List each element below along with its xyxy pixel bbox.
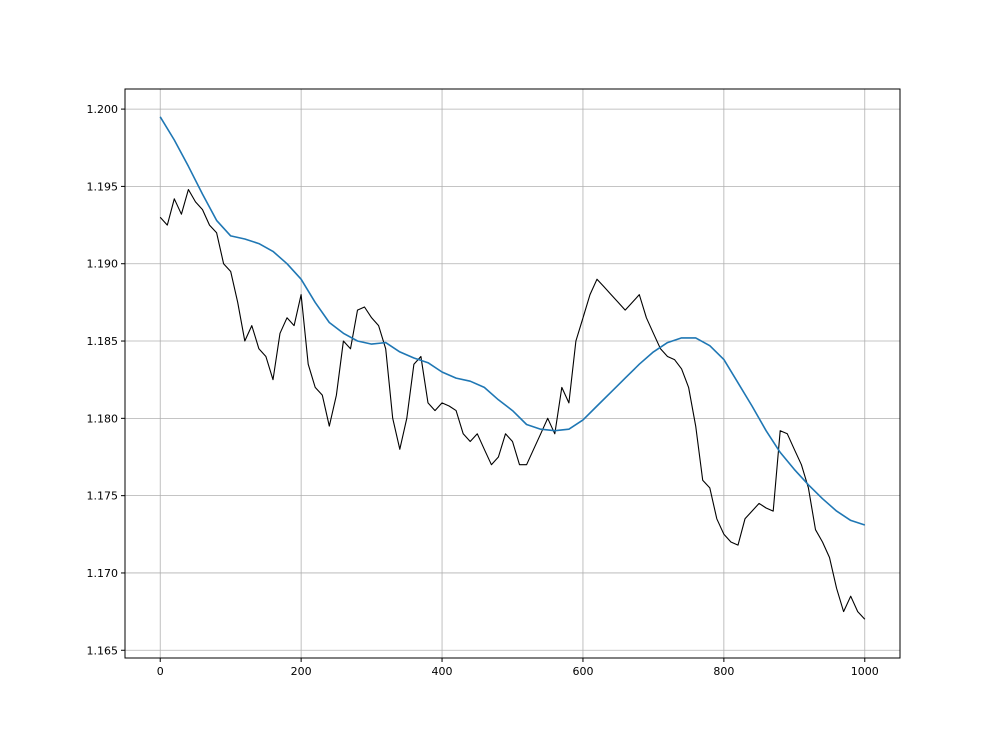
y-tick-label: 1.185 <box>87 335 119 348</box>
y-tick-label: 1.175 <box>87 490 119 503</box>
x-tick-label: 600 <box>572 665 593 678</box>
moving-average-line <box>159 116 866 526</box>
tick-layer: 0 200 400 600 800 1000 1.165 1.170 1.175 1.180 1.1… <box>87 103 879 678</box>
grid-layer <box>125 89 900 658</box>
x-tick-label: 800 <box>713 665 734 678</box>
price-line <box>159 188 866 620</box>
y-tick-label: 1.195 <box>87 180 119 193</box>
axes-frame <box>124 88 901 659</box>
y-tick-label: 1.190 <box>87 258 119 271</box>
y-tick-label: 1.200 <box>87 103 119 116</box>
series-layer <box>159 116 866 620</box>
x-tick-label: 1000 <box>851 665 879 678</box>
y-tick-label: 1.165 <box>87 644 119 657</box>
x-tick-label: 0 <box>157 665 164 678</box>
y-tick-label: 1.170 <box>87 567 119 580</box>
x-tick-label: 400 <box>432 665 453 678</box>
x-tick-label: 200 <box>291 665 312 678</box>
y-tick-label: 1.180 <box>87 412 119 425</box>
